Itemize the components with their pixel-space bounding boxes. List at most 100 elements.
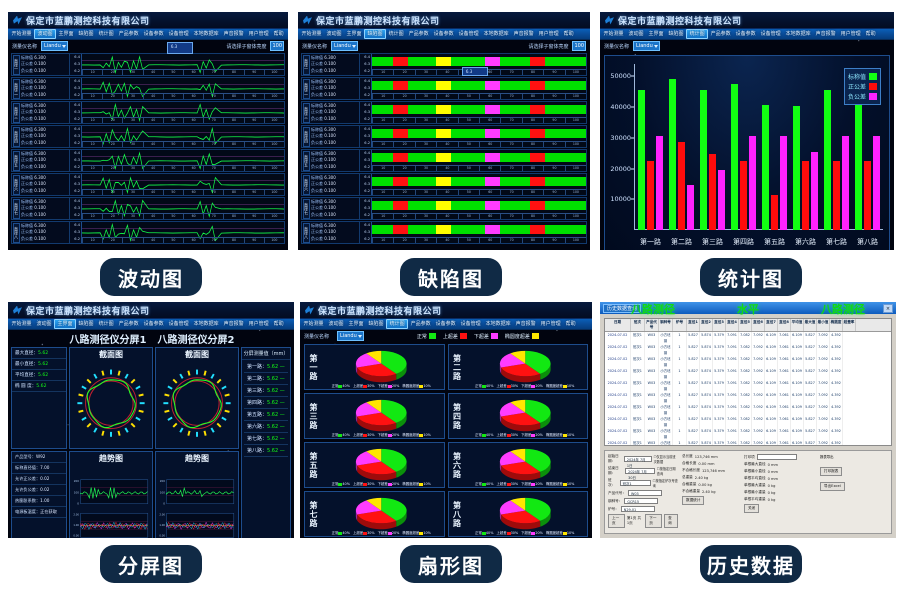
menu-item-help[interactable]: 帮助 (273, 31, 284, 37)
form-field-input[interactable]: W03 (627, 490, 662, 496)
menu-item-defect[interactable]: 缺陷图 (78, 31, 94, 37)
menu-item-device-params[interactable]: 设备参数 (435, 321, 456, 327)
menu-item-help[interactable]: 帮助 (273, 321, 284, 327)
menu-item-user-manage[interactable]: 用户管理 (538, 31, 559, 37)
menu-item-start[interactable]: 开始测量 (11, 321, 32, 327)
y-tick: 6.2 (74, 237, 80, 241)
menu-item-main[interactable]: 主界面 (648, 31, 664, 37)
menu-item-start[interactable]: 开始测量 (301, 31, 322, 37)
menu-item-database[interactable]: 本地数据库 (193, 321, 219, 327)
menu-item-help[interactable]: 帮助 (563, 31, 574, 37)
menu-item-defect[interactable]: 缺陷图 (78, 321, 94, 327)
close-button[interactable]: 关闭 (744, 504, 760, 513)
menu-item-defect[interactable]: 缺陷图 (668, 31, 684, 37)
menu-item-device-params[interactable]: 设备参数 (735, 31, 756, 37)
form-checkbox[interactable]: ☐按指定日期查询 (656, 467, 676, 476)
menu-item-user-manage[interactable]: 用户管理 (248, 31, 269, 37)
menu-item-database[interactable]: 本地数据库 (193, 31, 219, 37)
pie-svg (499, 350, 551, 383)
export-excel-button[interactable]: 导出Excel (820, 482, 845, 491)
device-select[interactable]: Liandu (633, 41, 660, 51)
menu-item-main[interactable]: 主界面 (348, 321, 364, 327)
menu-item-database[interactable]: 本地数据库 (483, 31, 509, 37)
menu-item-stat[interactable]: 统计图 (98, 31, 114, 37)
brightness-input[interactable]: 100 (572, 41, 586, 51)
menu-item-product-params[interactable]: 产品参数 (408, 31, 429, 37)
menu-item-alarm[interactable]: 声音报警 (515, 321, 536, 327)
menu-item-start[interactable]: 开始测量 (11, 31, 32, 37)
menu-item-stat[interactable]: 统计图 (388, 31, 404, 37)
form-checkbox[interactable]: ☐按指定炉次号查询 (652, 479, 678, 488)
menu-item-device-params[interactable]: 设备参数 (143, 321, 164, 327)
close-icon[interactable]: × (883, 303, 893, 313)
menu-item-main[interactable]: 主界面 (346, 31, 362, 37)
menu-item-wave[interactable]: 波动图 (36, 321, 52, 327)
form-field-input[interactable]: N29-01 (620, 506, 655, 512)
menu-item-user-manage[interactable]: 用户管理 (840, 31, 861, 37)
menu-item-device-manage[interactable]: 设备管理 (460, 321, 481, 327)
menu-item-alarm[interactable]: 声音报警 (815, 31, 836, 37)
menu-item-device-manage[interactable]: 设备管理 (168, 321, 189, 327)
menu-item-user-manage[interactable]: 用户管理 (248, 321, 269, 327)
menu-item-product-params[interactable]: 产品参数 (118, 321, 139, 327)
menu-item-wave[interactable]: 波动图 (326, 31, 342, 37)
menu-item-stat[interactable]: 统计图 (686, 29, 709, 39)
menu-item-alarm[interactable]: 声音报警 (223, 321, 244, 327)
menu-item-database[interactable]: 本地数据库 (485, 321, 511, 327)
menu-item-stat[interactable]: 统计图 (386, 319, 409, 329)
menu-item-defect[interactable]: 缺陷图 (368, 321, 384, 327)
menu-item-wave[interactable]: 波动图 (328, 321, 344, 327)
menu-item-start[interactable]: 开始测量 (303, 321, 324, 327)
brightness-input[interactable]: 100 (270, 41, 284, 51)
menu-item-database[interactable]: 本地数据库 (785, 31, 811, 37)
menu-item-start[interactable]: 开始测量 (603, 31, 624, 37)
device-select[interactable]: Liandu (337, 331, 364, 341)
device-select[interactable]: Liandu (41, 41, 68, 51)
form-field-input[interactable]: 2024年 7月 1日 (623, 456, 652, 468)
menu-item-device-manage[interactable]: 设备管理 (458, 31, 479, 37)
menu-item-user-manage[interactable]: 用户管理 (540, 321, 561, 327)
form-field-input[interactable]: GCR15 (624, 498, 659, 504)
print-report-button[interactable]: 打印报表 (820, 467, 843, 476)
table-body[interactable]: 2024-07-02 班次1 W03 小方坯钢 1 5.827 5.874 5.379 7.09… (605, 332, 891, 445)
menu-item-device-params[interactable]: 设备参数 (143, 31, 164, 37)
menu-item-product-params[interactable]: 产品参数 (710, 31, 731, 37)
menu-item-main[interactable]: 主界面 (58, 31, 74, 37)
device-select[interactable]: Liandu (331, 41, 358, 51)
print-group-input[interactable] (756, 454, 797, 460)
table-cell: 1 (673, 356, 687, 368)
menu-item-device-manage[interactable]: 设备管理 (760, 31, 781, 37)
menu-item-device-manage[interactable]: 设备管理 (168, 31, 189, 37)
menu-item-help[interactable]: 帮助 (865, 31, 876, 37)
prev-page-button[interactable]: 上一页 (608, 514, 625, 528)
query-button[interactable]: 查询 (664, 514, 678, 528)
menu-item-stat[interactable]: 统计图 (98, 321, 114, 327)
menu-item-product-params[interactable]: 产品参数 (410, 321, 431, 327)
menu-item-wave[interactable]: 波动图 (34, 29, 57, 39)
menu-item-product-params[interactable]: 产品参数 (118, 31, 139, 37)
menu-item-help[interactable]: 帮助 (565, 321, 576, 327)
menu-item-defect[interactable]: 缺陷图 (364, 29, 387, 39)
caption-stat: 统计图 (700, 258, 802, 296)
menu-item-device-params[interactable]: 设备参数 (433, 31, 454, 37)
x-tick: 40 (436, 238, 457, 243)
table-row[interactable]: 2024-07-02班次1W03小方坯钢15.8275.8745.3797.09… (605, 440, 891, 445)
form-checkbox[interactable]: ☐仅显示当前班次数据 (653, 455, 676, 464)
menu-item-wave[interactable]: 波动图 (628, 31, 644, 37)
form-field-input[interactable]: 2024年 7月 30日 (625, 468, 655, 480)
form-field-input[interactable]: 班次1 (619, 480, 651, 486)
menu-item-alarm[interactable]: 声音报警 (513, 31, 534, 37)
menu-item-alarm[interactable]: 声音报警 (223, 31, 244, 37)
menu-item-main[interactable]: 主界面 (54, 319, 77, 329)
data-statistics-button[interactable]: 数据统计 (682, 496, 705, 505)
next-page-button[interactable]: 下一页 (645, 514, 663, 528)
